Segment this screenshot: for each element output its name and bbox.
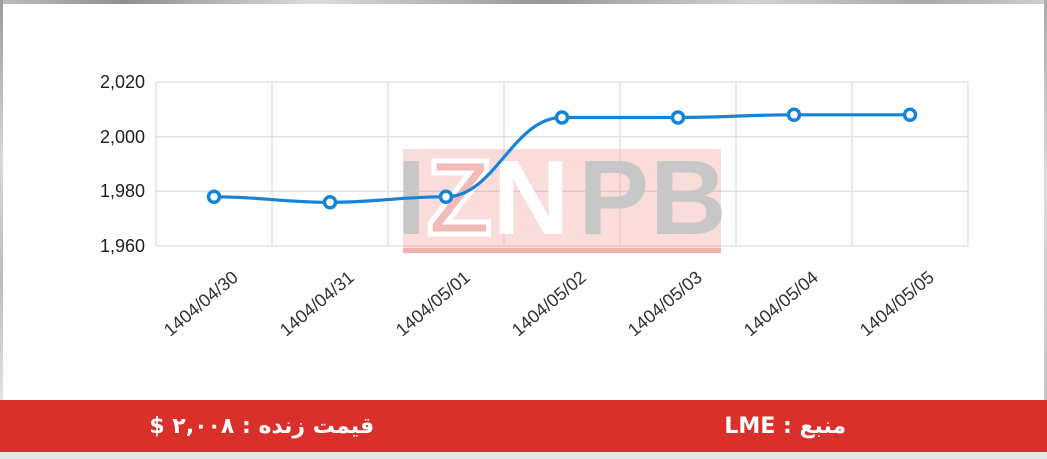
live-price-label: قیمت زنده : ۲,۰۰۸ $ [149,413,375,439]
data-point-marker [554,110,570,125]
source-label: منبع : LME [724,413,847,439]
price-line-chart [206,107,918,210]
data-point-markers [206,107,918,210]
watermark-letter: P [578,139,650,258]
frame-border-left [0,0,3,400]
y-axis-tick-label: 2,000 [99,126,145,147]
y-axis-tick-label: 1,980 [99,181,145,202]
gridlines [155,81,969,247]
frame-border-top [0,0,1047,4]
data-point-marker [786,107,802,123]
y-axis-tick-label: 2,020 [99,72,145,92]
data-point-marker [902,107,918,123]
price-line [212,113,912,204]
watermark-letter: B [649,139,728,258]
data-point-marker [322,195,338,210]
data-point-marker [670,110,686,125]
frame-border-right [1044,0,1047,400]
data-point-marker [206,189,222,205]
chart-grid [155,81,969,247]
data-point-marker [438,189,454,205]
frame-border-bottom [0,452,1047,459]
footer-bar: قیمت زنده : ۲,۰۰۸ $ منبع : LME [0,400,1047,452]
y-axis-tick-label: 1,960 [99,236,145,256]
watermark-letter: N [492,139,571,258]
